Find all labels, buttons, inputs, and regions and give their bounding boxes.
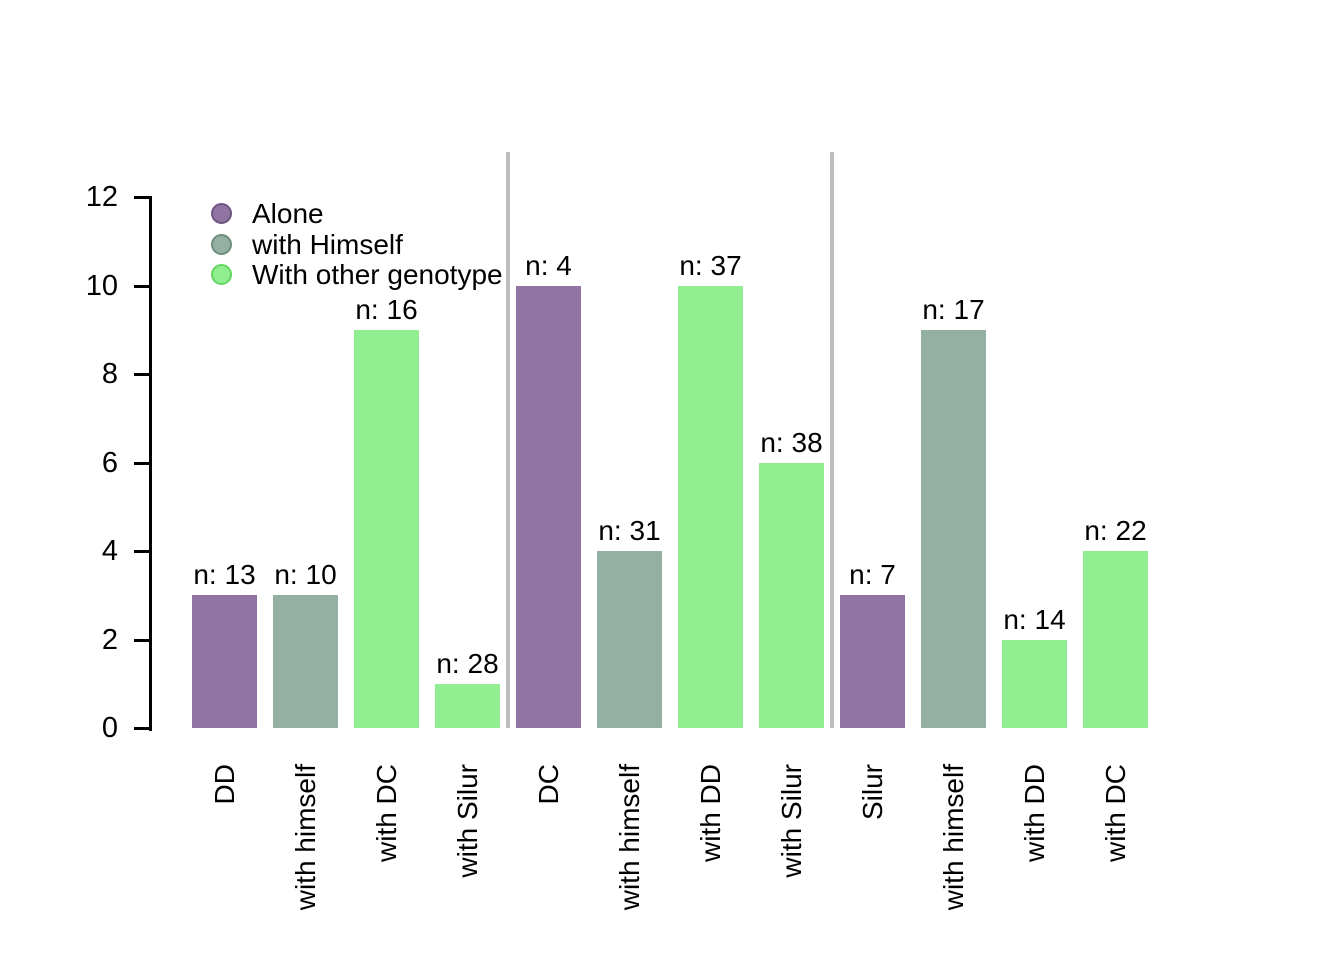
x-axis-label: with himself xyxy=(937,764,969,911)
x-axis-label: with DD xyxy=(694,764,726,863)
bar-count-label: n: 14 xyxy=(1003,603,1066,635)
y-axis-tick-label: 12 xyxy=(85,181,118,213)
bar-count-label: n: 4 xyxy=(525,249,572,281)
y-axis-tick-label: 10 xyxy=(85,269,118,302)
bar-count-label: n: 17 xyxy=(922,293,985,325)
bar-count-label: n: 13 xyxy=(193,559,256,591)
x-axis-label: DC xyxy=(532,764,564,805)
x-axis-label: with Silur xyxy=(775,764,807,878)
x-axis-label: DD xyxy=(208,764,240,805)
bar-count-label: n: 28 xyxy=(436,647,499,679)
bar-count-label: n: 7 xyxy=(849,559,896,591)
bar-count-label: n: 16 xyxy=(355,293,418,325)
bar xyxy=(840,595,905,728)
bar xyxy=(435,683,500,728)
y-axis-tick xyxy=(134,461,149,465)
bar xyxy=(273,595,338,728)
legend: Alone with Himself With other genotype xyxy=(202,196,532,296)
legend-label: Alone xyxy=(252,198,324,229)
bar xyxy=(192,595,257,728)
legend-label: with Himself xyxy=(252,228,403,260)
bar-count-label: n: 37 xyxy=(679,249,742,281)
legend-dot-icon xyxy=(211,233,232,255)
y-axis-tick-label: 0 xyxy=(101,712,118,744)
x-axis-label: Silur xyxy=(856,764,888,821)
group-separator-line xyxy=(830,152,834,728)
x-axis-label: with DC xyxy=(370,764,402,863)
y-axis-tick-label: 8 xyxy=(101,358,118,390)
x-axis-label: with himself xyxy=(289,764,321,911)
bar-count-label: n: 10 xyxy=(274,559,337,591)
bar-count-label: n: 31 xyxy=(598,515,661,546)
bar xyxy=(1002,639,1067,728)
y-axis-tick-label: 4 xyxy=(101,535,118,567)
bar xyxy=(597,551,662,728)
y-axis-tick xyxy=(134,373,149,376)
bar xyxy=(759,462,824,728)
bar-count-label: n: 38 xyxy=(760,426,823,458)
bar-count-label: n: 22 xyxy=(1084,515,1147,546)
group-separator-line xyxy=(506,152,510,728)
y-axis-tick xyxy=(134,550,149,553)
bar xyxy=(678,285,743,728)
bar xyxy=(354,329,419,728)
y-axis-line xyxy=(149,196,152,731)
bar xyxy=(921,329,986,728)
y-axis-tick xyxy=(134,727,149,730)
legend-dot-icon xyxy=(211,203,232,224)
y-axis-tick xyxy=(134,196,149,199)
y-axis-tick xyxy=(134,638,149,642)
legend-dot-icon xyxy=(211,264,232,285)
y-axis-tick xyxy=(134,284,149,288)
x-axis-label: with himself xyxy=(613,764,645,911)
bar xyxy=(1083,551,1148,728)
x-axis-label: with DD xyxy=(1018,764,1050,863)
bar xyxy=(516,285,581,728)
y-axis-tick-label: 2 xyxy=(101,623,118,656)
y-axis-tick-label: 6 xyxy=(101,446,118,479)
legend-label: With other genotype xyxy=(252,259,503,290)
x-axis-label: with DC xyxy=(1099,764,1131,863)
x-axis-label: with Silur xyxy=(451,764,483,878)
